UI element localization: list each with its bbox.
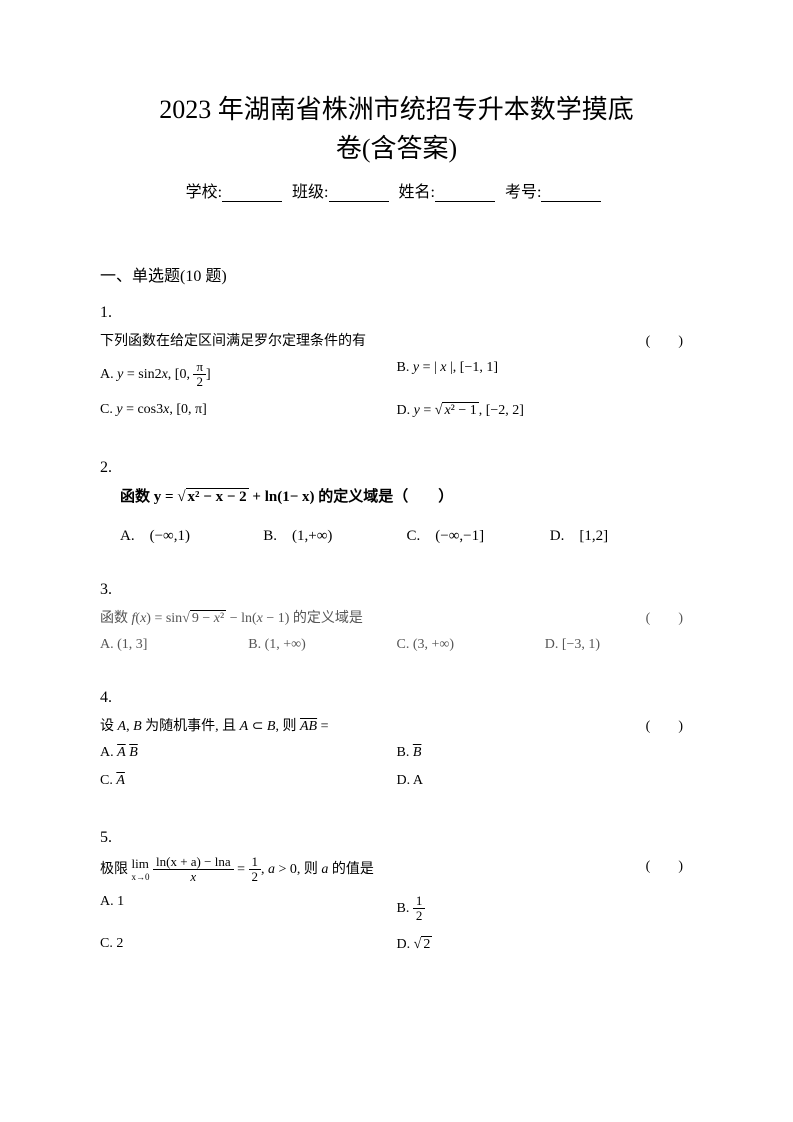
name-blank [435,184,495,202]
q3-number: 3. [100,581,693,599]
name-label: 姓名: [399,184,435,201]
q2-stem: 函数 y = x² − x − 2 + ln(1− x) 的定义域是（ ） [100,485,693,506]
q5-number: 5. [100,829,693,847]
q4-option-d: D. A [397,773,694,789]
q1-number: 1. [100,304,693,322]
number-blank [541,184,601,202]
q4-option-a: A. A B [100,745,397,761]
question-1: 1. 下列函数在给定区间满足罗尔定理条件的有 ( ) A. y = sin2x,… [100,304,693,431]
q2-option-b: B. (1,+∞) [263,524,406,545]
q3-option-a: A. (1, 3] [100,637,248,653]
q5-option-c: C. 2 [100,936,397,953]
q1-stem: 下列函数在给定区间满足罗尔定理条件的有 ( ) [100,330,693,350]
q3-options: A. (1, 3] B. (1, +∞) C. (3, +∞) D. [−3, … [100,637,693,661]
title-line1: 2023 年湖南省株洲市统招专升本数学摸底 [100,90,693,129]
q2-option-c: C. (−∞,−1] [407,524,550,545]
question-4: 4. 设 A, B 为随机事件, 且 A ⊂ B, 则 AB = ( ) A. … [100,689,693,801]
q4-stem: 设 A, B 为随机事件, 且 A ⊂ B, 则 AB = ( ) [100,715,693,735]
question-2: 2. 函数 y = x² − x − 2 + ln(1− x) 的定义域是（ ）… [100,459,693,553]
q4-stem-text: 设 A, B 为随机事件, 且 A ⊂ B, 则 AB = [100,719,329,734]
q4-options: A. A B B. B C. A D. A [100,745,693,801]
q5-stem-content: 极限 limx→0 ln(x + a) − lnax = 12, a > 0, … [100,862,374,877]
q4-option-c: C. A [100,773,397,789]
school-label: 学校: [186,184,222,201]
q1-option-c: C. y = cos3x, [0, π] [100,402,397,419]
q3-option-b: B. (1, +∞) [248,637,396,653]
q1-paren: ( ) [646,330,683,350]
page-title: 2023 年湖南省株洲市统招专升本数学摸底 卷(含答案) [100,90,693,168]
q2-option-d: D. [1,2] [550,524,693,545]
q5-option-d: D. 2 [397,936,694,953]
title-line2: 卷(含答案) [100,129,693,168]
q4-number: 4. [100,689,693,707]
q2-stem-prefix: 函数 y = [120,489,177,505]
q3-option-c: C. (3, +∞) [397,637,545,653]
class-label: 班级: [292,184,328,201]
q2-stem-suffix: + ln(1− x) 的定义域是（ ） [249,489,454,505]
q4-option-b: B. B [397,745,694,761]
school-blank [222,184,282,202]
q1-option-d: D. y = x² − 1, [−2, 2] [397,402,694,419]
q2-sqrt-body: x² − x − 2 [186,488,249,506]
q2-option-a: A. (−∞,1) [120,524,263,545]
question-5: 5. 极限 limx→0 ln(x + a) − lnax = 12, a > … [100,829,693,965]
q5-paren: ( ) [646,855,683,875]
number-label: 考号: [505,184,541,201]
q1-options: A. y = sin2x, [0, π2] B. y = | x |, [−1,… [100,360,693,431]
class-blank [329,184,389,202]
q3-stem-text: 函数 f(x) = sin9 − x² − ln(x − 1) 的定义域是 [100,611,363,626]
q1-option-a: A. y = sin2x, [0, π2] [100,360,397,390]
section-title: 一、单选题(10 题) [100,262,693,286]
q5-option-b: B. 12 [397,894,694,924]
question-3: 3. 函数 f(x) = sin9 − x² − ln(x − 1) 的定义域是… [100,581,693,661]
q3-stem: 函数 f(x) = sin9 − x² − ln(x − 1) 的定义域是 ( … [100,607,693,627]
q1-stem-text: 下列函数在给定区间满足罗尔定理条件的有 [100,334,366,349]
q5-option-a: A. 1 [100,894,397,924]
q5-stem: 极限 limx→0 ln(x + a) − lnax = 12, a > 0, … [100,855,693,885]
info-line: 学校: 班级: 姓名: 考号: [100,178,693,202]
q1-option-b: B. y = | x |, [−1, 1] [397,360,694,390]
q3-paren: ( ) [646,607,683,627]
q2-number: 2. [100,459,693,477]
q2-options: A. (−∞,1) B. (1,+∞) C. (−∞,−1] D. [1,2] [100,524,693,553]
q4-paren: ( ) [646,715,683,735]
q5-options: A. 1 B. 12 C. 2 D. 2 [100,894,693,965]
q3-option-d: D. [−3, 1) [545,637,693,653]
